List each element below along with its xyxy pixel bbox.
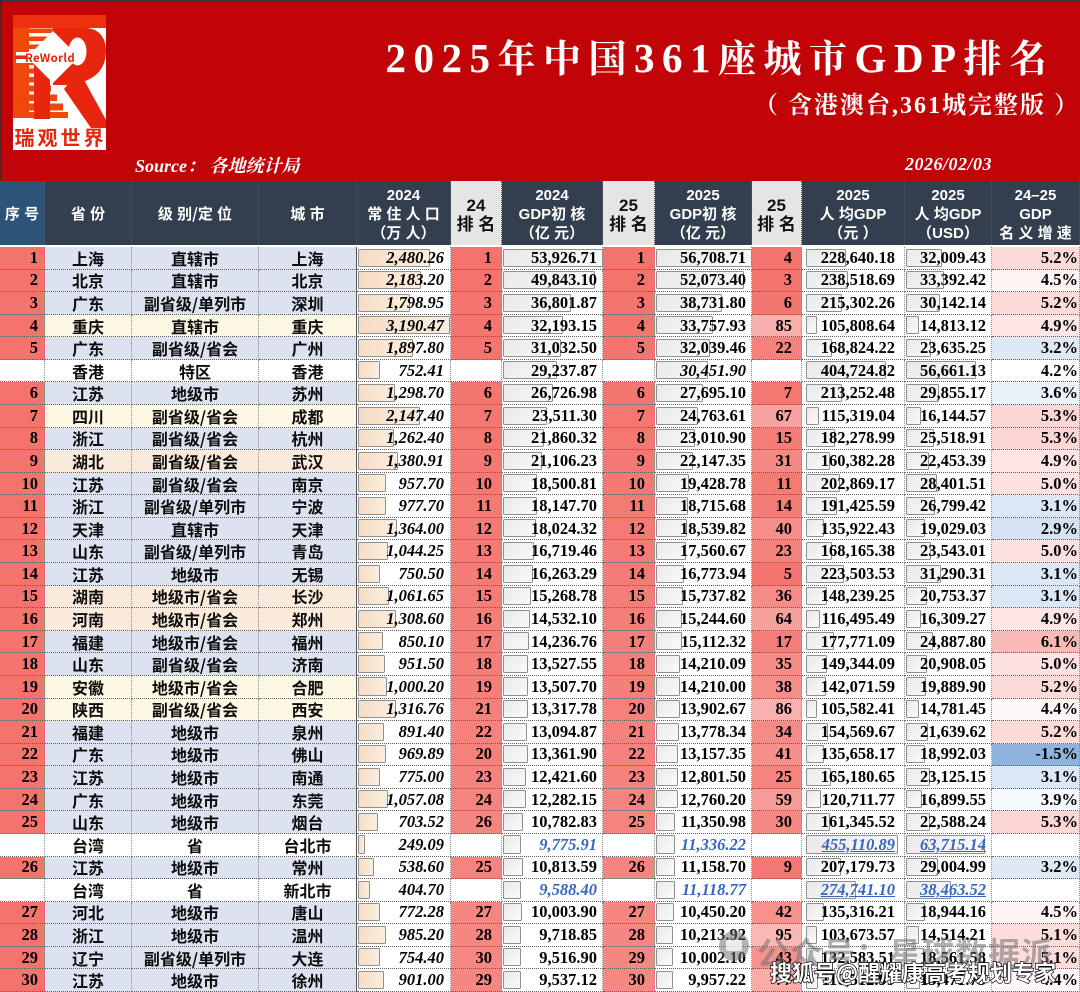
svg-text:ReWorld: ReWorld (25, 50, 75, 66)
